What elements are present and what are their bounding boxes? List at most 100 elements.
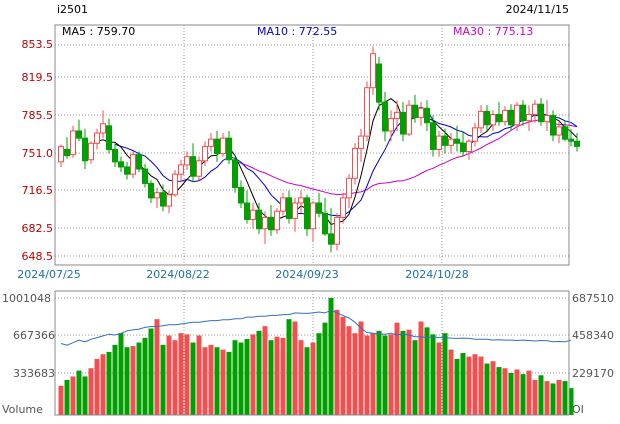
price-tick: 648.5 <box>22 250 54 263</box>
candle-up <box>292 202 298 219</box>
volume-bar-up <box>532 379 538 415</box>
candle-up <box>166 194 172 207</box>
volume-bar-up <box>352 333 358 415</box>
volume-bar-up <box>166 335 172 415</box>
candle-down <box>484 110 490 126</box>
volume-bar-down <box>82 376 88 415</box>
volume-bar-down <box>328 298 334 415</box>
candle-down <box>286 197 292 219</box>
volume-bar-up <box>292 321 298 415</box>
volume-bars <box>58 298 574 415</box>
volume-bar-up <box>478 356 484 415</box>
candle-down <box>454 138 460 144</box>
volume-bar-down <box>190 342 196 415</box>
volume-bar-up <box>358 321 364 415</box>
candle-down <box>322 212 328 235</box>
candle-down <box>226 137 232 161</box>
volume-bar-down <box>148 328 154 415</box>
candle-down <box>124 166 130 175</box>
volume-bar-up <box>466 356 472 415</box>
candle-up <box>154 192 160 199</box>
volume-bar-up <box>346 326 352 415</box>
date-tick: 2024/08/22 <box>146 268 209 281</box>
candle-up <box>58 145 64 163</box>
candle-up <box>94 132 100 144</box>
candle-down <box>538 103 544 123</box>
volume-bar-up <box>184 334 190 415</box>
open-interest-line <box>60 309 572 346</box>
candle-up <box>364 87 370 137</box>
volume-bar-up <box>94 358 100 415</box>
volume-bar-down <box>268 340 274 415</box>
candle-down <box>574 140 580 147</box>
candle-up <box>70 130 76 156</box>
candle-up <box>466 140 472 153</box>
volume-bar-down <box>244 339 250 415</box>
volume-bar-up <box>130 346 136 415</box>
candle-up <box>532 103 538 115</box>
volume-bar-down <box>430 334 436 415</box>
price-tick: 716.5 <box>22 184 54 197</box>
volume-bar-up <box>178 333 184 415</box>
price-tick: 785.5 <box>22 109 54 122</box>
volume-bar-down <box>226 351 232 415</box>
volume-bar-up <box>280 337 286 415</box>
candle-up <box>388 118 394 132</box>
volume-bar-up <box>262 326 268 415</box>
volume-bar-down <box>106 351 112 415</box>
volume-bar-up <box>202 347 208 415</box>
candle-down <box>190 156 196 177</box>
volume-bar-up <box>502 368 508 415</box>
candle-up <box>352 147 358 179</box>
candle-up <box>208 138 214 147</box>
candle-up <box>472 127 478 142</box>
candle-down <box>160 192 166 207</box>
ma5-label: MA5 : 759.70 <box>62 25 135 38</box>
volume-bar-up <box>490 361 496 415</box>
candle-down <box>136 154 142 170</box>
volume-bar-down <box>412 340 418 415</box>
candle-down <box>400 111 406 135</box>
volume-bar-down <box>232 340 238 415</box>
candle-down <box>430 122 436 150</box>
volume-bar-down <box>238 342 244 415</box>
candle-down <box>64 148 70 157</box>
volume-bar-down <box>550 383 556 415</box>
volume-bar-up <box>472 354 478 415</box>
candle-up <box>262 216 268 230</box>
volume-bar-up <box>394 322 400 415</box>
date-tick: 2024/09/23 <box>275 268 338 281</box>
candle-up <box>100 123 106 134</box>
candle-down <box>268 216 274 231</box>
candle-up <box>310 202 316 230</box>
volume-tick: Volume <box>2 403 43 416</box>
candle-down <box>118 161 124 168</box>
volume-bar-down <box>442 333 448 415</box>
candle-up <box>406 104 412 135</box>
volume-bar-down <box>112 344 118 415</box>
volume-bar-up <box>418 321 424 415</box>
candle-down <box>106 125 112 150</box>
candle-up <box>490 113 496 126</box>
volume-bar-down <box>562 381 568 415</box>
candle-down <box>520 104 526 122</box>
volume-bar-up <box>220 349 226 415</box>
candle-up <box>274 210 280 231</box>
candles <box>58 46 580 253</box>
volume-bar-down <box>142 337 148 415</box>
candle-down <box>112 148 118 163</box>
volume-tick: 667366 <box>13 329 55 342</box>
volume-bar-up <box>364 335 370 415</box>
candle-down <box>244 202 250 220</box>
volume-bar-up <box>436 342 442 415</box>
candle-up <box>298 197 304 204</box>
volume-bar-down <box>160 344 166 415</box>
volume-bar-down <box>256 330 262 415</box>
volume-bar-up <box>514 369 520 415</box>
candle-up <box>172 173 178 196</box>
date-label: 2024/11/15 <box>506 3 569 16</box>
volume-bar-up <box>388 334 394 415</box>
oi-tick: 458340 <box>572 329 614 342</box>
